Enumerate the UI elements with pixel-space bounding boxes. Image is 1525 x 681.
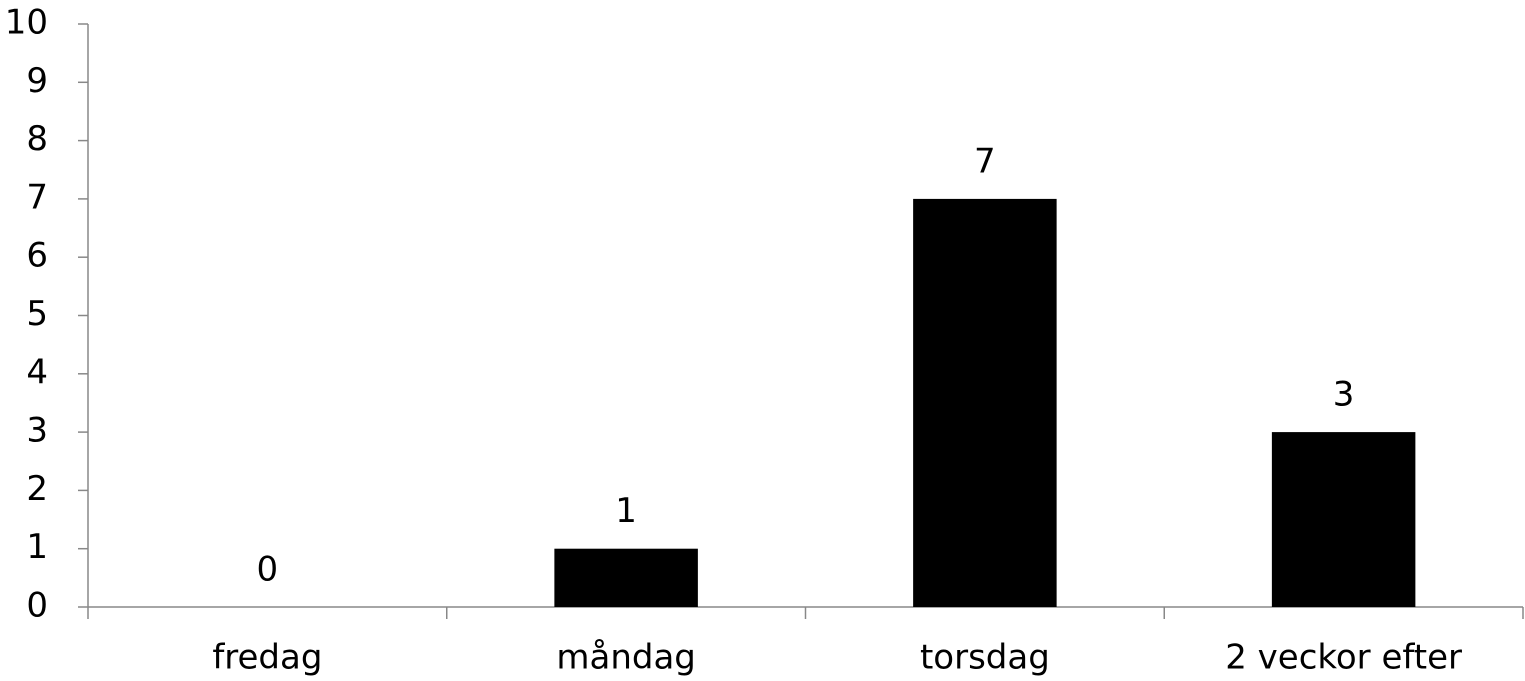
x-tick-label: 2 veckor efter bbox=[1225, 638, 1462, 678]
y-tick-label: 0 bbox=[26, 586, 48, 626]
y-tick-label: 1 bbox=[26, 527, 48, 567]
y-tick-label: 10 bbox=[5, 3, 48, 43]
value-label: 0 bbox=[257, 550, 279, 590]
y-tick-label: 8 bbox=[26, 119, 48, 159]
y-tick-label: 9 bbox=[26, 61, 48, 101]
bar bbox=[1271, 432, 1416, 607]
bar bbox=[554, 548, 698, 607]
y-tick-label: 3 bbox=[26, 411, 48, 451]
x-tick-label: torsdag bbox=[920, 638, 1050, 678]
x-tick-label: måndag bbox=[556, 638, 696, 678]
y-tick-label: 5 bbox=[26, 294, 48, 334]
value-label: 1 bbox=[615, 491, 637, 531]
y-tick-label: 2 bbox=[26, 469, 48, 509]
y-tick-label: 6 bbox=[26, 236, 48, 276]
y-tick-label: 4 bbox=[26, 352, 48, 392]
y-tick-label: 7 bbox=[26, 177, 48, 217]
bar bbox=[913, 198, 1057, 607]
value-label: 7 bbox=[974, 141, 996, 181]
x-tick-label: fredag bbox=[212, 638, 322, 678]
value-label: 3 bbox=[1333, 375, 1355, 415]
